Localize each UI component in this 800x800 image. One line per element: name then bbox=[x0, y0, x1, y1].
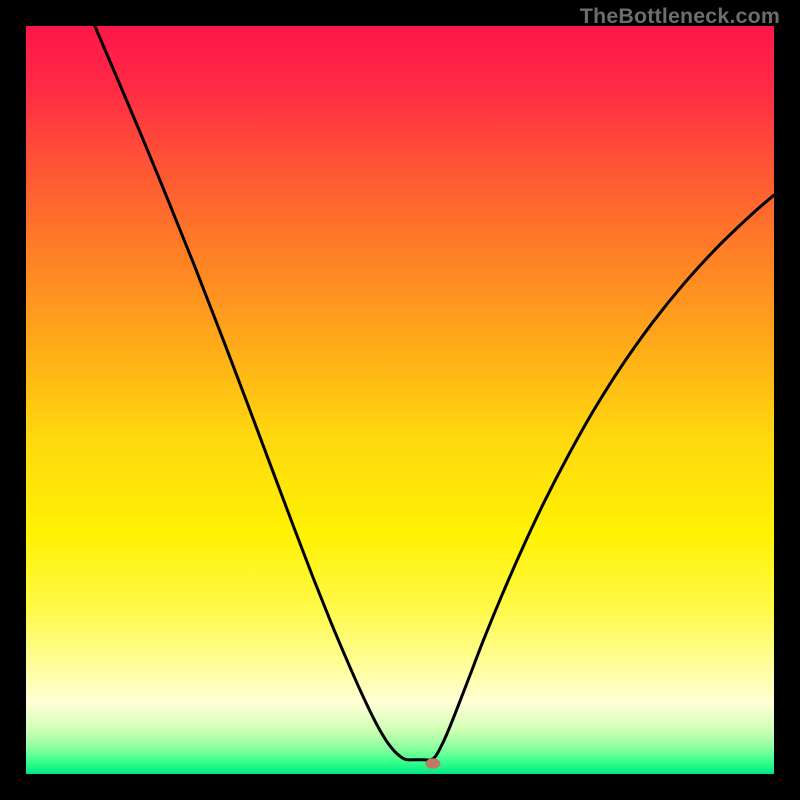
curve-minimum-marker bbox=[425, 758, 440, 768]
chart-frame: TheBottleneck.com bbox=[0, 0, 800, 800]
watermark-text: TheBottleneck.com bbox=[580, 4, 780, 29]
bottleneck-chart bbox=[0, 0, 800, 800]
plot-area bbox=[26, 26, 774, 774]
